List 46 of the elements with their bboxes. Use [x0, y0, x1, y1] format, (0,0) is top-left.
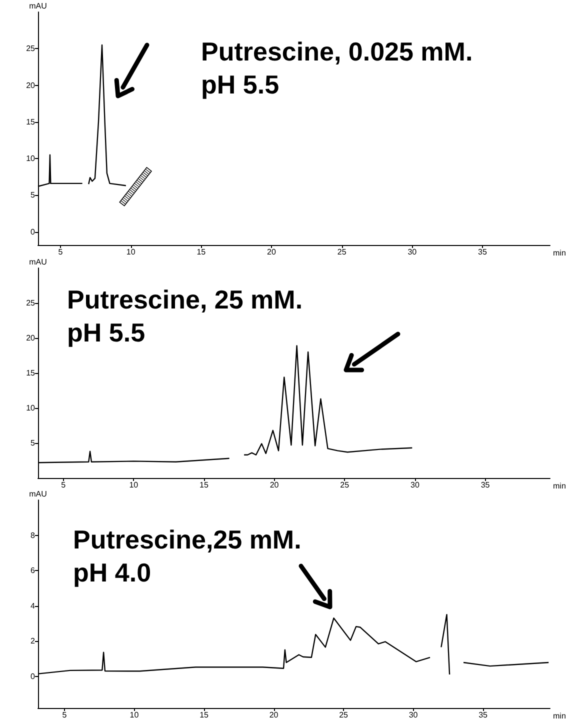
x-tick-label: 15 — [196, 248, 206, 256]
y-axis-title: mAU — [29, 258, 48, 266]
x-tick-label: 15 — [200, 710, 210, 720]
x-tick-label: 10 — [130, 710, 140, 720]
y-tick-label: 6 — [30, 566, 36, 576]
x-tick-label: 25 — [339, 710, 349, 720]
y-tick-label: 20 — [26, 80, 36, 90]
x-tick-label: 30 — [410, 480, 420, 490]
x-tick-label: 5 — [61, 480, 66, 490]
text: Putrescine, 25 mM. pH 5.5 — [67, 284, 303, 348]
y-tick-label: 2 — [30, 636, 36, 646]
x-tick-label: 5 — [62, 710, 68, 720]
y-tick-label: 10 — [26, 154, 36, 164]
x-tick-label: 10 — [126, 248, 136, 256]
y-tick-label: 5 — [30, 438, 36, 448]
y-tick-label: 0 — [30, 672, 36, 681]
y-axis-title: mAU — [29, 490, 48, 498]
x-tick-label: 20 — [269, 710, 279, 720]
x-tick-label: 30 — [408, 248, 418, 256]
x-tick-label: 25 — [337, 248, 347, 256]
y-tick-label: 5 — [30, 190, 36, 200]
x-tick-label: 15 — [200, 480, 209, 490]
y-tick-label: 0 — [30, 227, 36, 236]
y-tick-label: 25 — [26, 44, 36, 54]
y-tick-label: 4 — [30, 601, 36, 610]
x-tick-label: 25 — [340, 480, 350, 490]
text: Putrescine, 0.025 mM. pH 5.5 — [201, 36, 473, 100]
y-tick-label: 20 — [26, 334, 36, 342]
x-tick-label: 30 — [408, 710, 418, 720]
text: Putrescine,25 mM. pH 4.0 — [73, 524, 302, 588]
x-axis-title: min — [553, 482, 566, 490]
x-tick-label: 20 — [270, 480, 280, 490]
y-axis-title: mAU — [29, 2, 48, 10]
y-tick-label: 10 — [26, 404, 36, 412]
x-tick-label: 20 — [267, 248, 276, 256]
x-tick-label: 35 — [478, 248, 488, 256]
y-tick-label: 15 — [26, 117, 36, 126]
y-tick-label: 8 — [30, 530, 36, 540]
y-tick-label: 15 — [26, 368, 36, 378]
x-axis-title: min — [553, 712, 566, 720]
x-tick-label: 35 — [480, 480, 490, 490]
y-tick-label: 25 — [26, 298, 36, 308]
x-axis-title: min — [553, 248, 566, 258]
x-tick-label: 10 — [129, 480, 139, 490]
x-tick-label: 35 — [478, 710, 488, 720]
x-tick-label: 5 — [58, 248, 64, 256]
